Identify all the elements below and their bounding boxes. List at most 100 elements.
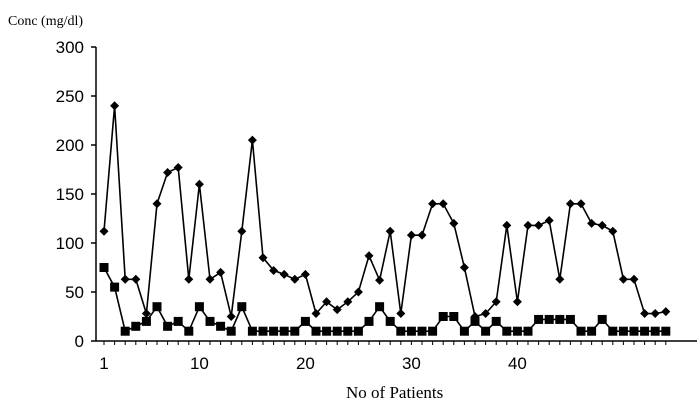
data-point-diamond bbox=[491, 297, 501, 307]
data-point-diamond bbox=[502, 220, 512, 230]
data-point-diamond bbox=[311, 309, 321, 319]
data-point-diamond bbox=[385, 226, 395, 236]
data-point-square bbox=[247, 326, 257, 336]
data-point-square bbox=[343, 326, 353, 336]
data-point-diamond bbox=[300, 269, 310, 279]
data-point-square bbox=[226, 326, 236, 336]
data-point-square bbox=[322, 326, 332, 336]
data-point-diamond bbox=[449, 218, 459, 228]
data-point-square bbox=[194, 302, 204, 312]
x-tick-label: 40 bbox=[508, 354, 527, 373]
data-point-diamond bbox=[417, 230, 427, 240]
data-point-square bbox=[332, 326, 342, 336]
data-point-diamond bbox=[269, 265, 279, 275]
data-point-square bbox=[311, 326, 321, 336]
data-point-diamond bbox=[120, 274, 130, 284]
data-point-diamond bbox=[587, 218, 597, 228]
data-point-square bbox=[544, 314, 554, 324]
data-point-diamond bbox=[565, 199, 575, 209]
data-point-square bbox=[406, 326, 416, 336]
data-point-diamond bbox=[661, 307, 671, 317]
series-line-1 bbox=[103, 105, 666, 318]
data-point-square bbox=[512, 326, 522, 336]
data-point-square bbox=[629, 326, 639, 336]
data-point-diamond bbox=[640, 309, 650, 319]
data-point-square bbox=[608, 326, 618, 336]
data-point-square bbox=[640, 326, 650, 336]
data-point-square bbox=[269, 326, 279, 336]
data-point-square bbox=[618, 326, 628, 336]
data-point-diamond bbox=[226, 312, 236, 321]
data-point-diamond bbox=[216, 267, 226, 277]
data-point-square bbox=[576, 326, 586, 336]
data-point-diamond bbox=[194, 179, 204, 189]
data-point-diamond bbox=[205, 274, 215, 284]
data-point-diamond bbox=[279, 269, 289, 279]
y-tick-label: 100 bbox=[56, 234, 84, 253]
data-point-square bbox=[184, 326, 194, 336]
data-point-square bbox=[258, 326, 268, 336]
data-point-diamond bbox=[459, 263, 469, 272]
data-point-square bbox=[470, 316, 480, 326]
data-point-square bbox=[565, 314, 575, 324]
data-point-diamond bbox=[247, 135, 257, 145]
y-tick-label: 50 bbox=[65, 283, 84, 302]
data-point-square bbox=[428, 326, 438, 336]
data-point-diamond bbox=[353, 287, 363, 297]
data-point-square bbox=[375, 302, 385, 312]
data-point-square bbox=[385, 316, 395, 326]
data-point-diamond bbox=[152, 199, 162, 209]
data-point-square bbox=[99, 263, 109, 272]
data-point-square bbox=[279, 326, 289, 336]
data-point-square bbox=[205, 316, 215, 326]
x-axis-label: No of Patients bbox=[346, 383, 443, 402]
data-point-diamond bbox=[163, 167, 173, 177]
axes: 0 50 100 150 200 250 300 1 10 20 30 40 bbox=[56, 38, 697, 373]
data-point-diamond bbox=[184, 274, 194, 284]
data-point-square bbox=[173, 316, 183, 326]
data-point-square bbox=[120, 326, 130, 336]
data-point-diamond bbox=[99, 226, 109, 236]
data-point-diamond bbox=[406, 230, 416, 240]
y-tick-label: 150 bbox=[56, 185, 84, 204]
data-point-square bbox=[216, 321, 226, 331]
data-point-diamond bbox=[512, 297, 522, 307]
data-point-diamond bbox=[481, 309, 491, 319]
data-point-square bbox=[152, 302, 162, 312]
x-tick-label: 10 bbox=[190, 354, 209, 373]
data-point-square bbox=[555, 314, 565, 324]
data-point-square bbox=[364, 316, 374, 326]
data-point-square bbox=[131, 321, 141, 331]
data-point-square bbox=[534, 314, 544, 324]
data-point-diamond bbox=[396, 309, 406, 319]
data-point-diamond bbox=[322, 297, 332, 307]
data-point-square bbox=[661, 326, 671, 336]
data-point-diamond bbox=[608, 226, 618, 236]
data-point-diamond bbox=[650, 309, 660, 319]
data-point-diamond bbox=[555, 274, 565, 284]
data-point-square bbox=[438, 312, 448, 321]
x-tick-label: 20 bbox=[296, 354, 315, 373]
data-point-diamond bbox=[110, 101, 120, 111]
data-point-square bbox=[491, 316, 501, 326]
data-point-diamond bbox=[438, 199, 448, 209]
data-point-square bbox=[587, 326, 597, 336]
data-point-square bbox=[502, 326, 512, 336]
x-tick-label: 30 bbox=[402, 354, 421, 373]
data-point-square bbox=[290, 326, 300, 336]
data-point-square bbox=[459, 326, 469, 336]
data-point-square bbox=[417, 326, 427, 336]
data-point-square bbox=[597, 314, 607, 324]
y-tick-label: 250 bbox=[56, 87, 84, 106]
data-point-diamond bbox=[258, 253, 268, 263]
series-layer bbox=[99, 101, 671, 336]
data-point-square bbox=[481, 326, 491, 336]
data-point-diamond bbox=[428, 199, 438, 209]
data-point-square bbox=[163, 321, 173, 331]
y-tick-label: 300 bbox=[56, 38, 84, 57]
data-point-diamond bbox=[173, 163, 183, 173]
data-point-diamond bbox=[544, 215, 554, 225]
data-point-square bbox=[110, 282, 120, 292]
data-point-diamond bbox=[597, 220, 607, 230]
